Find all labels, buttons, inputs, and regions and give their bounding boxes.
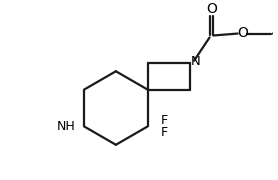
Text: O: O [237, 26, 248, 40]
Text: F: F [160, 126, 167, 139]
Text: N: N [191, 55, 201, 68]
Text: F: F [160, 114, 167, 127]
Text: O: O [206, 2, 217, 16]
Text: NH: NH [57, 120, 75, 133]
